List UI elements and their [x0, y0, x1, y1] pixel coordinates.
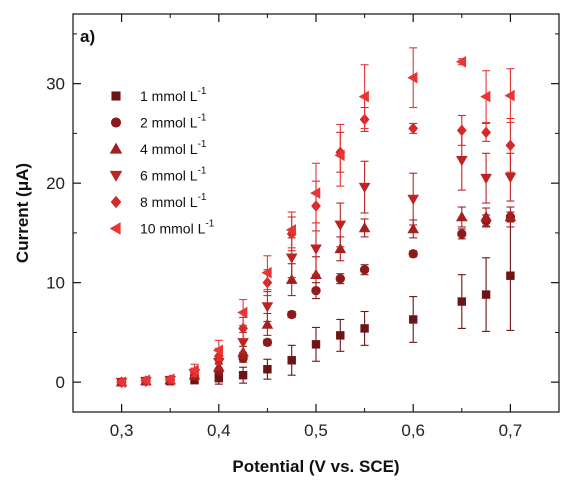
legend-label: 6 mmol L-1 — [140, 166, 207, 184]
x-tick-labels: 0,3 0,4 0,5 0,6 0,7 — [110, 421, 522, 440]
data-point — [310, 187, 321, 199]
data-point — [407, 223, 420, 234]
legend-label-sup: -1 — [198, 86, 207, 97]
data-point — [311, 340, 321, 349]
legend-label: 4 mmol L-1 — [140, 139, 207, 157]
y-tick-label: 10 — [46, 274, 65, 293]
data-point — [480, 173, 492, 185]
data-point — [238, 370, 248, 380]
data-point — [504, 172, 517, 184]
series-layer — [115, 47, 517, 389]
y-axis-title: Current (μA) — [13, 163, 32, 263]
legend-label-main: 6 mmol L — [140, 168, 198, 184]
legend-marker — [109, 142, 123, 154]
data-point — [263, 365, 272, 374]
data-point — [481, 126, 491, 139]
legend-label-main: 1 mmol L — [140, 88, 198, 104]
x-tick-label: 0,5 — [304, 421, 328, 440]
y-tick-labels: 0 10 20 30 — [46, 75, 65, 392]
y-tick-label: 0 — [56, 373, 65, 392]
data-point — [407, 71, 418, 84]
data-point — [480, 90, 491, 103]
data-point — [506, 271, 515, 280]
data-point — [188, 364, 199, 377]
data-point — [285, 253, 298, 264]
data-point — [285, 273, 298, 284]
legend-label: 8 mmol L-1 — [140, 192, 207, 210]
data-point — [359, 265, 370, 275]
x-tick-label: 0,7 — [499, 421, 523, 440]
data-point — [336, 331, 345, 340]
data-point — [408, 249, 418, 259]
legend-label: 10 mmol L-1 — [140, 219, 215, 237]
data-point — [504, 211, 517, 222]
x-axis-title: Potential (V vs. SCE) — [232, 457, 399, 476]
data-point — [287, 356, 296, 365]
data-point — [261, 302, 274, 313]
data-point — [480, 211, 492, 222]
data-point — [408, 315, 418, 324]
panel-label: a) — [80, 27, 95, 46]
legend-label: 2 mmol L-1 — [140, 113, 207, 131]
y-tick-label: 20 — [46, 174, 65, 193]
legend-label-sup: -1 — [198, 192, 207, 203]
x-tick-label: 0,3 — [110, 421, 134, 440]
data-point — [455, 211, 468, 222]
y-axis-title-prefix: Current ( — [13, 191, 32, 263]
data-point — [505, 139, 516, 152]
data-point — [285, 224, 296, 236]
data-point — [262, 337, 273, 348]
data-point — [238, 322, 248, 335]
legend-label: 1 mmol L-1 — [140, 86, 207, 104]
y-axis-title-suffix: A) — [13, 163, 32, 181]
legend-label-main: 10 mmol L — [140, 221, 206, 237]
legend-label-sup: -1 — [205, 219, 214, 230]
data-point — [358, 90, 369, 103]
data-point — [115, 376, 126, 388]
data-point — [358, 222, 371, 233]
legend-marker — [109, 170, 123, 182]
data-point — [310, 244, 322, 255]
data-point — [164, 373, 175, 385]
legend-label-sup: -1 — [198, 113, 207, 124]
legend-marker — [109, 222, 121, 235]
legend-label-main: 8 mmol L — [140, 194, 198, 210]
data-point — [261, 266, 272, 279]
data-point — [261, 318, 274, 329]
data-point — [335, 274, 345, 284]
legend-marker — [111, 91, 121, 101]
x-tick-label: 0,6 — [401, 421, 425, 440]
data-point — [212, 344, 224, 357]
data-point — [334, 149, 345, 162]
data-point — [334, 220, 347, 231]
data-point — [457, 229, 467, 239]
data-point — [140, 374, 151, 386]
legend-marker — [110, 117, 122, 128]
data-point — [287, 309, 297, 320]
data-point — [360, 324, 369, 333]
data-point — [456, 124, 467, 137]
data-point — [455, 55, 467, 68]
data-point — [455, 155, 468, 167]
data-point — [408, 122, 419, 135]
data-point — [334, 242, 347, 254]
legend-label-sup: -1 — [198, 139, 207, 150]
data-point — [407, 194, 420, 205]
legend-label-main: 2 mmol L — [140, 115, 198, 131]
legend-label-main: 4 mmol L — [140, 141, 198, 157]
axis-ticks — [72, 14, 560, 412]
series-6 — [115, 47, 515, 388]
data-point — [481, 290, 491, 299]
legend-label-sup: -1 — [198, 166, 207, 177]
data-point — [358, 182, 371, 194]
legend-marker — [110, 195, 122, 209]
data-point — [504, 89, 515, 102]
y-tick-label: 30 — [46, 75, 65, 94]
legend: 1 mmol L-12 mmol L-14 mmol L-16 mmol L-1… — [109, 86, 215, 237]
data-point — [237, 306, 248, 319]
x-tick-label: 0,4 — [207, 421, 231, 440]
y-axis-title-mu: μ — [13, 181, 32, 191]
data-point — [457, 297, 467, 306]
